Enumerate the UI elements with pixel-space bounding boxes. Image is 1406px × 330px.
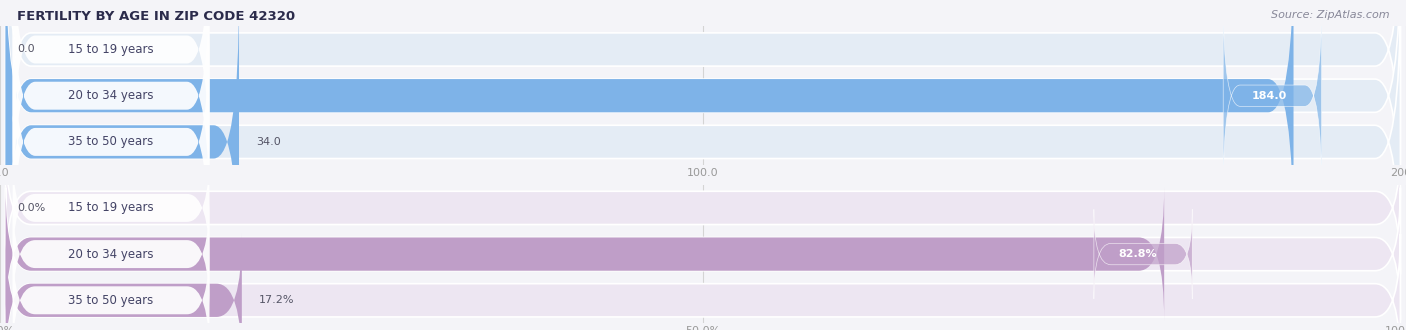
FancyBboxPatch shape xyxy=(6,0,239,292)
FancyBboxPatch shape xyxy=(6,0,1400,246)
FancyBboxPatch shape xyxy=(6,0,1400,199)
Text: 184.0: 184.0 xyxy=(1251,91,1286,101)
FancyBboxPatch shape xyxy=(1223,0,1322,196)
FancyBboxPatch shape xyxy=(6,0,1400,292)
FancyBboxPatch shape xyxy=(13,240,209,330)
Text: 20 to 34 years: 20 to 34 years xyxy=(69,89,153,102)
FancyBboxPatch shape xyxy=(6,187,1400,321)
Text: 0.0%: 0.0% xyxy=(17,203,45,213)
Text: 0.0: 0.0 xyxy=(17,45,35,54)
FancyBboxPatch shape xyxy=(13,0,209,230)
FancyBboxPatch shape xyxy=(13,8,209,276)
Text: 35 to 50 years: 35 to 50 years xyxy=(69,135,153,148)
FancyBboxPatch shape xyxy=(13,148,209,268)
FancyBboxPatch shape xyxy=(1094,209,1192,299)
Text: FERTILITY BY AGE IN ZIP CODE 42320: FERTILITY BY AGE IN ZIP CODE 42320 xyxy=(17,10,295,23)
FancyBboxPatch shape xyxy=(13,0,209,183)
FancyBboxPatch shape xyxy=(6,187,1164,321)
FancyBboxPatch shape xyxy=(6,0,1294,246)
FancyBboxPatch shape xyxy=(6,234,242,330)
FancyBboxPatch shape xyxy=(13,194,209,314)
Text: 35 to 50 years: 35 to 50 years xyxy=(69,294,153,307)
FancyBboxPatch shape xyxy=(6,141,1400,275)
Text: 15 to 19 years: 15 to 19 years xyxy=(69,201,153,214)
Text: 34.0: 34.0 xyxy=(256,137,281,147)
Text: 20 to 34 years: 20 to 34 years xyxy=(69,248,153,261)
Text: 82.8%: 82.8% xyxy=(1119,249,1157,259)
Text: Source: ZipAtlas.com: Source: ZipAtlas.com xyxy=(1271,10,1389,20)
Text: 15 to 19 years: 15 to 19 years xyxy=(69,43,153,56)
Text: 17.2%: 17.2% xyxy=(259,295,294,305)
FancyBboxPatch shape xyxy=(6,234,1400,330)
